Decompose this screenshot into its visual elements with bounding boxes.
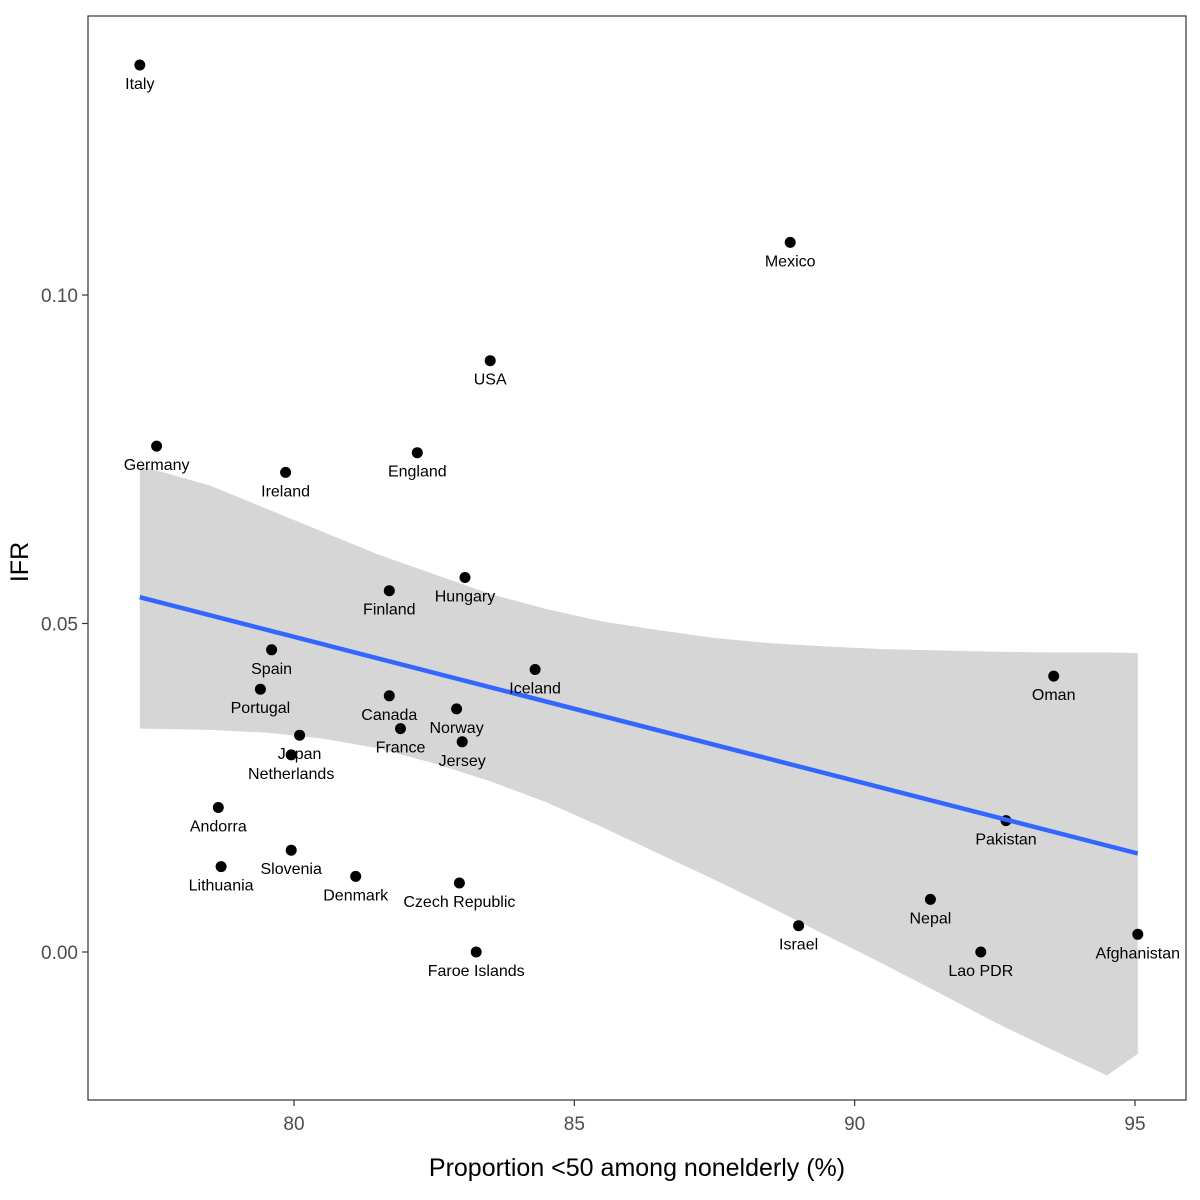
point-label: Israel bbox=[779, 937, 818, 954]
point-label: Faroe Islands bbox=[428, 963, 525, 980]
trend-line-layer bbox=[139, 595, 1139, 856]
data-point bbox=[254, 683, 266, 695]
data-point bbox=[451, 703, 463, 715]
data-point bbox=[383, 585, 395, 597]
x-tick-label: 90 bbox=[844, 1114, 865, 1135]
data-point bbox=[784, 236, 796, 248]
data-point bbox=[151, 440, 163, 452]
point-label: Lao PDR bbox=[948, 963, 1013, 980]
data-point bbox=[383, 690, 395, 702]
point-label: Spain bbox=[251, 661, 292, 678]
data-point bbox=[294, 729, 306, 741]
data-point bbox=[456, 736, 468, 748]
x-tick-label: 80 bbox=[283, 1114, 304, 1135]
point-label: Slovenia bbox=[261, 861, 322, 878]
point-label: Iceland bbox=[509, 681, 561, 698]
point-label: Pakistan bbox=[975, 832, 1036, 849]
y-axis-title: IFR bbox=[6, 542, 34, 582]
x-axis-title: Proportion <50 among nonelderly (%) bbox=[429, 1154, 845, 1182]
data-point bbox=[212, 802, 224, 813]
x-tick-label: 95 bbox=[1124, 1114, 1145, 1135]
point-label: Lithuania bbox=[189, 878, 254, 895]
point-label: Canada bbox=[361, 707, 417, 724]
point-label: Italy bbox=[125, 76, 154, 93]
data-point bbox=[134, 59, 146, 71]
point-label: Ireland bbox=[261, 483, 310, 500]
x-tick-label: 85 bbox=[564, 1114, 585, 1135]
data-point bbox=[793, 920, 805, 932]
point-label: Andorra bbox=[190, 819, 247, 836]
data-point bbox=[975, 946, 987, 958]
point-label: Czech Republic bbox=[403, 894, 515, 911]
point-label: Norway bbox=[429, 720, 483, 737]
data-point bbox=[459, 572, 471, 583]
y-tick-label: 0.00 bbox=[41, 943, 78, 964]
y-tick-label: 0.05 bbox=[41, 615, 78, 636]
plot-panel-border bbox=[87, 15, 1187, 1101]
data-point bbox=[470, 946, 482, 958]
data-point bbox=[484, 355, 496, 367]
point-labels-layer: Italy Germany Ireland England USA Mexico Finla… bbox=[124, 76, 1180, 980]
data-point bbox=[395, 723, 406, 735]
point-label: Finland bbox=[363, 602, 415, 619]
point-label: Hungary bbox=[435, 589, 495, 606]
point-label: France bbox=[376, 740, 426, 757]
confidence-band-layer bbox=[139, 465, 1138, 1076]
data-point bbox=[215, 861, 227, 873]
point-label: Afghanistan bbox=[1096, 945, 1181, 962]
point-label: USA bbox=[474, 372, 507, 389]
trend-line bbox=[139, 595, 1139, 856]
data-point bbox=[411, 447, 423, 459]
data-point bbox=[529, 664, 541, 675]
axes-layer: 80 85 90 95 0.00 0.05 0.10 bbox=[41, 286, 1146, 1135]
data-point bbox=[1132, 928, 1144, 940]
point-label: Oman bbox=[1032, 687, 1076, 704]
point-label: Portugal bbox=[231, 700, 291, 717]
confidence-band bbox=[139, 465, 1138, 1076]
point-label: Germany bbox=[124, 457, 190, 474]
data-point bbox=[924, 893, 936, 905]
data-point bbox=[350, 870, 362, 882]
point-label: Mexico bbox=[765, 253, 816, 270]
data-point bbox=[280, 466, 292, 478]
y-tick-label: 0.10 bbox=[41, 286, 78, 307]
point-label: Japan bbox=[278, 746, 322, 763]
data-point bbox=[1048, 670, 1060, 682]
point-label: Nepal bbox=[909, 910, 951, 927]
data-point bbox=[266, 644, 278, 656]
point-label: Jersey bbox=[439, 753, 486, 770]
point-label: Netherlands bbox=[248, 766, 334, 783]
data-point bbox=[285, 749, 297, 761]
point-label: Denmark bbox=[323, 887, 389, 904]
data-point bbox=[285, 844, 297, 856]
data-point bbox=[453, 877, 465, 889]
points-layer bbox=[134, 59, 1144, 958]
point-label: England bbox=[388, 464, 447, 481]
